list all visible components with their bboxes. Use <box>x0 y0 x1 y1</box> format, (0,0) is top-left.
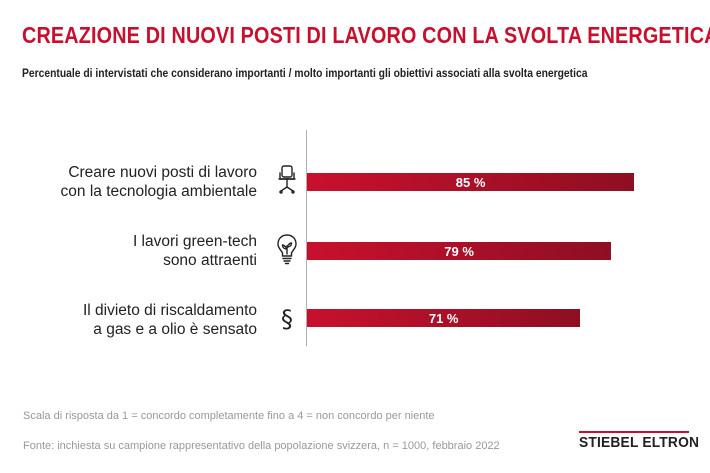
category-label: I lavori green-tech sono attraenti <box>133 232 257 270</box>
source-note: Fonte: inchiesta su campione rappresenta… <box>23 440 500 452</box>
brand-logo: STIEBEL ELTRON <box>579 434 700 451</box>
paragraph-icon: § <box>273 302 301 334</box>
category-label-line: con la tecnologia ambientale <box>60 183 257 200</box>
bar-value-label: 85 % <box>455 174 486 190</box>
category-axis-line <box>306 130 307 346</box>
category-label: Creare nuovi posti di lavoro con la tecno… <box>61 163 257 201</box>
bar: 71 % <box>307 309 581 327</box>
category-label: Il divieto di riscaldamento a gas e a oli… <box>83 301 257 339</box>
svg-text:§: § <box>281 305 293 333</box>
lightbulb-icon <box>273 233 301 265</box>
category-label-line: I lavori green-tech <box>132 233 257 250</box>
scale-note: Scala di risposta da 1 = concordo comple… <box>23 410 435 422</box>
bar-value-label: 79 % <box>444 243 474 259</box>
brand-underline <box>579 431 689 433</box>
category-label-line: sono attraenti <box>163 252 257 269</box>
bar: 85 % <box>307 173 635 191</box>
chart-title: CREAZIONE DI NUOVI POSTI DI LAVORO CON L… <box>22 22 710 48</box>
category-label-line: a gas e a olio è sensato <box>93 321 257 338</box>
chart-subtitle: Percentuale di intervistati che consider… <box>22 66 588 80</box>
office-chair-icon <box>273 164 301 196</box>
category-label-line: Creare nuovi posti di lavoro <box>68 164 257 181</box>
bar-value-label: 71 % <box>428 310 459 326</box>
bar: 79 % <box>307 242 612 260</box>
category-label-line: Il divieto di riscaldamento <box>82 302 257 319</box>
